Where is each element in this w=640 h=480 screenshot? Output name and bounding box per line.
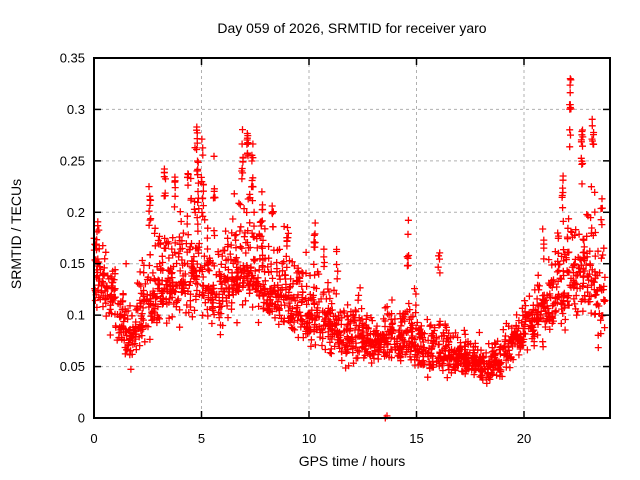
x-tick-label: 15 <box>409 431 423 446</box>
x-axis-label: GPS time / hours <box>299 453 406 469</box>
scatter-points-path <box>90 75 609 422</box>
axes: 0 5 10 15 20 0 0.05 0.1 0.15 0.2 0.25 0.3 0.35 <box>60 51 611 446</box>
x-tick-label: 5 <box>198 431 205 446</box>
y-tick-label: 0.35 <box>60 51 85 66</box>
y-tick-label: 0.3 <box>67 102 85 117</box>
x-tick-label: 20 <box>517 431 531 446</box>
y-tick-label: 0.05 <box>60 359 85 374</box>
x-tick-label: 10 <box>302 431 316 446</box>
y-tick-label: 0 <box>78 411 85 426</box>
y-tick-label: 0.1 <box>67 308 85 323</box>
y-axis-label: SRMTID / TECUs <box>8 179 24 289</box>
y-tick-label: 0.25 <box>60 153 85 168</box>
y-tick-label: 0.15 <box>60 256 85 271</box>
data-points <box>90 75 609 422</box>
y-tick-label: 0.2 <box>67 205 85 220</box>
x-tick-label: 0 <box>90 431 97 446</box>
chart-title: Day 059 of 2026, SRMTID for receiver yar… <box>217 20 486 36</box>
plot-border <box>93 57 611 419</box>
